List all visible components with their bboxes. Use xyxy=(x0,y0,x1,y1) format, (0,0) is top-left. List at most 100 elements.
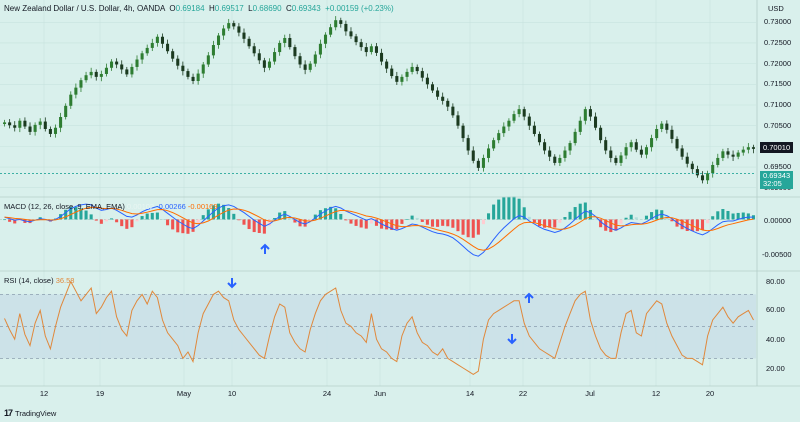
candle[interactable] xyxy=(476,158,480,171)
candle[interactable] xyxy=(599,125,603,144)
candle[interactable] xyxy=(140,50,144,64)
candle[interactable] xyxy=(216,33,221,49)
candle[interactable] xyxy=(425,73,429,89)
candle[interactable] xyxy=(502,122,506,137)
candle[interactable] xyxy=(3,119,7,127)
candle[interactable] xyxy=(726,148,730,159)
candle[interactable] xyxy=(89,67,93,79)
candle[interactable] xyxy=(196,69,200,85)
price-candles[interactable] xyxy=(3,16,755,185)
candle[interactable] xyxy=(18,118,22,133)
candle[interactable] xyxy=(685,152,689,168)
candle[interactable] xyxy=(497,129,501,144)
candle[interactable] xyxy=(670,125,674,144)
candle[interactable] xyxy=(318,39,322,59)
candle[interactable] xyxy=(660,121,664,133)
candle[interactable] xyxy=(38,118,42,130)
candle[interactable] xyxy=(532,121,536,137)
candle[interactable] xyxy=(380,48,384,66)
candle[interactable] xyxy=(23,117,27,129)
candle[interactable] xyxy=(84,71,88,83)
candle[interactable] xyxy=(655,124,659,141)
candle[interactable] xyxy=(308,61,312,73)
candle[interactable] xyxy=(583,106,587,125)
candle[interactable] xyxy=(33,122,37,136)
candle[interactable] xyxy=(711,161,715,178)
candle[interactable] xyxy=(171,48,175,62)
candle[interactable] xyxy=(390,65,394,79)
candle[interactable] xyxy=(211,40,215,59)
candle[interactable] xyxy=(94,69,98,81)
candle[interactable] xyxy=(293,44,297,60)
candle[interactable] xyxy=(120,60,124,74)
candle[interactable] xyxy=(191,73,195,85)
candle[interactable] xyxy=(354,33,358,46)
candle[interactable] xyxy=(487,144,491,163)
candle[interactable] xyxy=(74,83,78,99)
candle[interactable] xyxy=(675,136,679,151)
candle[interactable] xyxy=(604,136,608,155)
candle[interactable] xyxy=(731,150,735,162)
candle[interactable] xyxy=(385,59,389,73)
candle[interactable] xyxy=(543,138,547,155)
candle[interactable] xyxy=(736,150,740,160)
candle[interactable] xyxy=(298,52,302,69)
candle[interactable] xyxy=(400,74,404,86)
candle[interactable] xyxy=(690,161,694,174)
candle[interactable] xyxy=(751,144,755,154)
candle[interactable] xyxy=(527,113,531,131)
candle[interactable] xyxy=(721,148,725,162)
candle[interactable] xyxy=(395,71,399,85)
candle[interactable] xyxy=(456,111,460,129)
candle[interactable] xyxy=(609,146,613,163)
candle[interactable] xyxy=(166,39,170,54)
candle[interactable] xyxy=(262,57,266,73)
candle[interactable] xyxy=(329,23,333,38)
candle[interactable] xyxy=(232,20,236,30)
candle[interactable] xyxy=(563,146,567,162)
candle[interactable] xyxy=(716,153,720,168)
candle[interactable] xyxy=(48,126,52,138)
candle[interactable] xyxy=(461,123,465,142)
candle[interactable] xyxy=(665,120,669,134)
candle[interactable] xyxy=(28,122,32,135)
candle[interactable] xyxy=(115,58,119,69)
candle[interactable] xyxy=(522,106,526,121)
candle[interactable] xyxy=(588,105,592,121)
candle[interactable] xyxy=(746,143,750,154)
candle[interactable] xyxy=(441,92,445,105)
candle[interactable] xyxy=(451,103,455,118)
candle[interactable] xyxy=(512,110,516,124)
candle[interactable] xyxy=(201,61,205,78)
candle[interactable] xyxy=(359,38,363,51)
candle[interactable] xyxy=(634,138,638,153)
candle[interactable] xyxy=(313,51,317,67)
candle[interactable] xyxy=(614,155,618,166)
candle[interactable] xyxy=(339,17,343,28)
candle[interactable] xyxy=(69,91,73,109)
candle[interactable] xyxy=(420,67,424,82)
candle[interactable] xyxy=(334,16,338,31)
candle[interactable] xyxy=(706,170,710,185)
candle[interactable] xyxy=(405,68,409,82)
candle[interactable] xyxy=(471,146,475,164)
candle[interactable] xyxy=(242,28,246,44)
candle[interactable] xyxy=(125,66,129,77)
candle[interactable] xyxy=(446,98,450,111)
candle[interactable] xyxy=(278,40,282,56)
candle[interactable] xyxy=(145,44,149,56)
candle[interactable] xyxy=(43,117,47,132)
candle[interactable] xyxy=(695,165,699,178)
candle[interactable] xyxy=(364,42,368,57)
candle[interactable] xyxy=(110,59,114,71)
candle[interactable] xyxy=(517,105,521,118)
candle[interactable] xyxy=(644,144,648,159)
candle[interactable] xyxy=(369,43,373,55)
candle[interactable] xyxy=(593,112,598,131)
candle[interactable] xyxy=(578,116,582,135)
candle[interactable] xyxy=(344,20,348,36)
candle[interactable] xyxy=(99,70,103,82)
candle[interactable] xyxy=(349,27,353,39)
candle[interactable] xyxy=(273,47,277,65)
